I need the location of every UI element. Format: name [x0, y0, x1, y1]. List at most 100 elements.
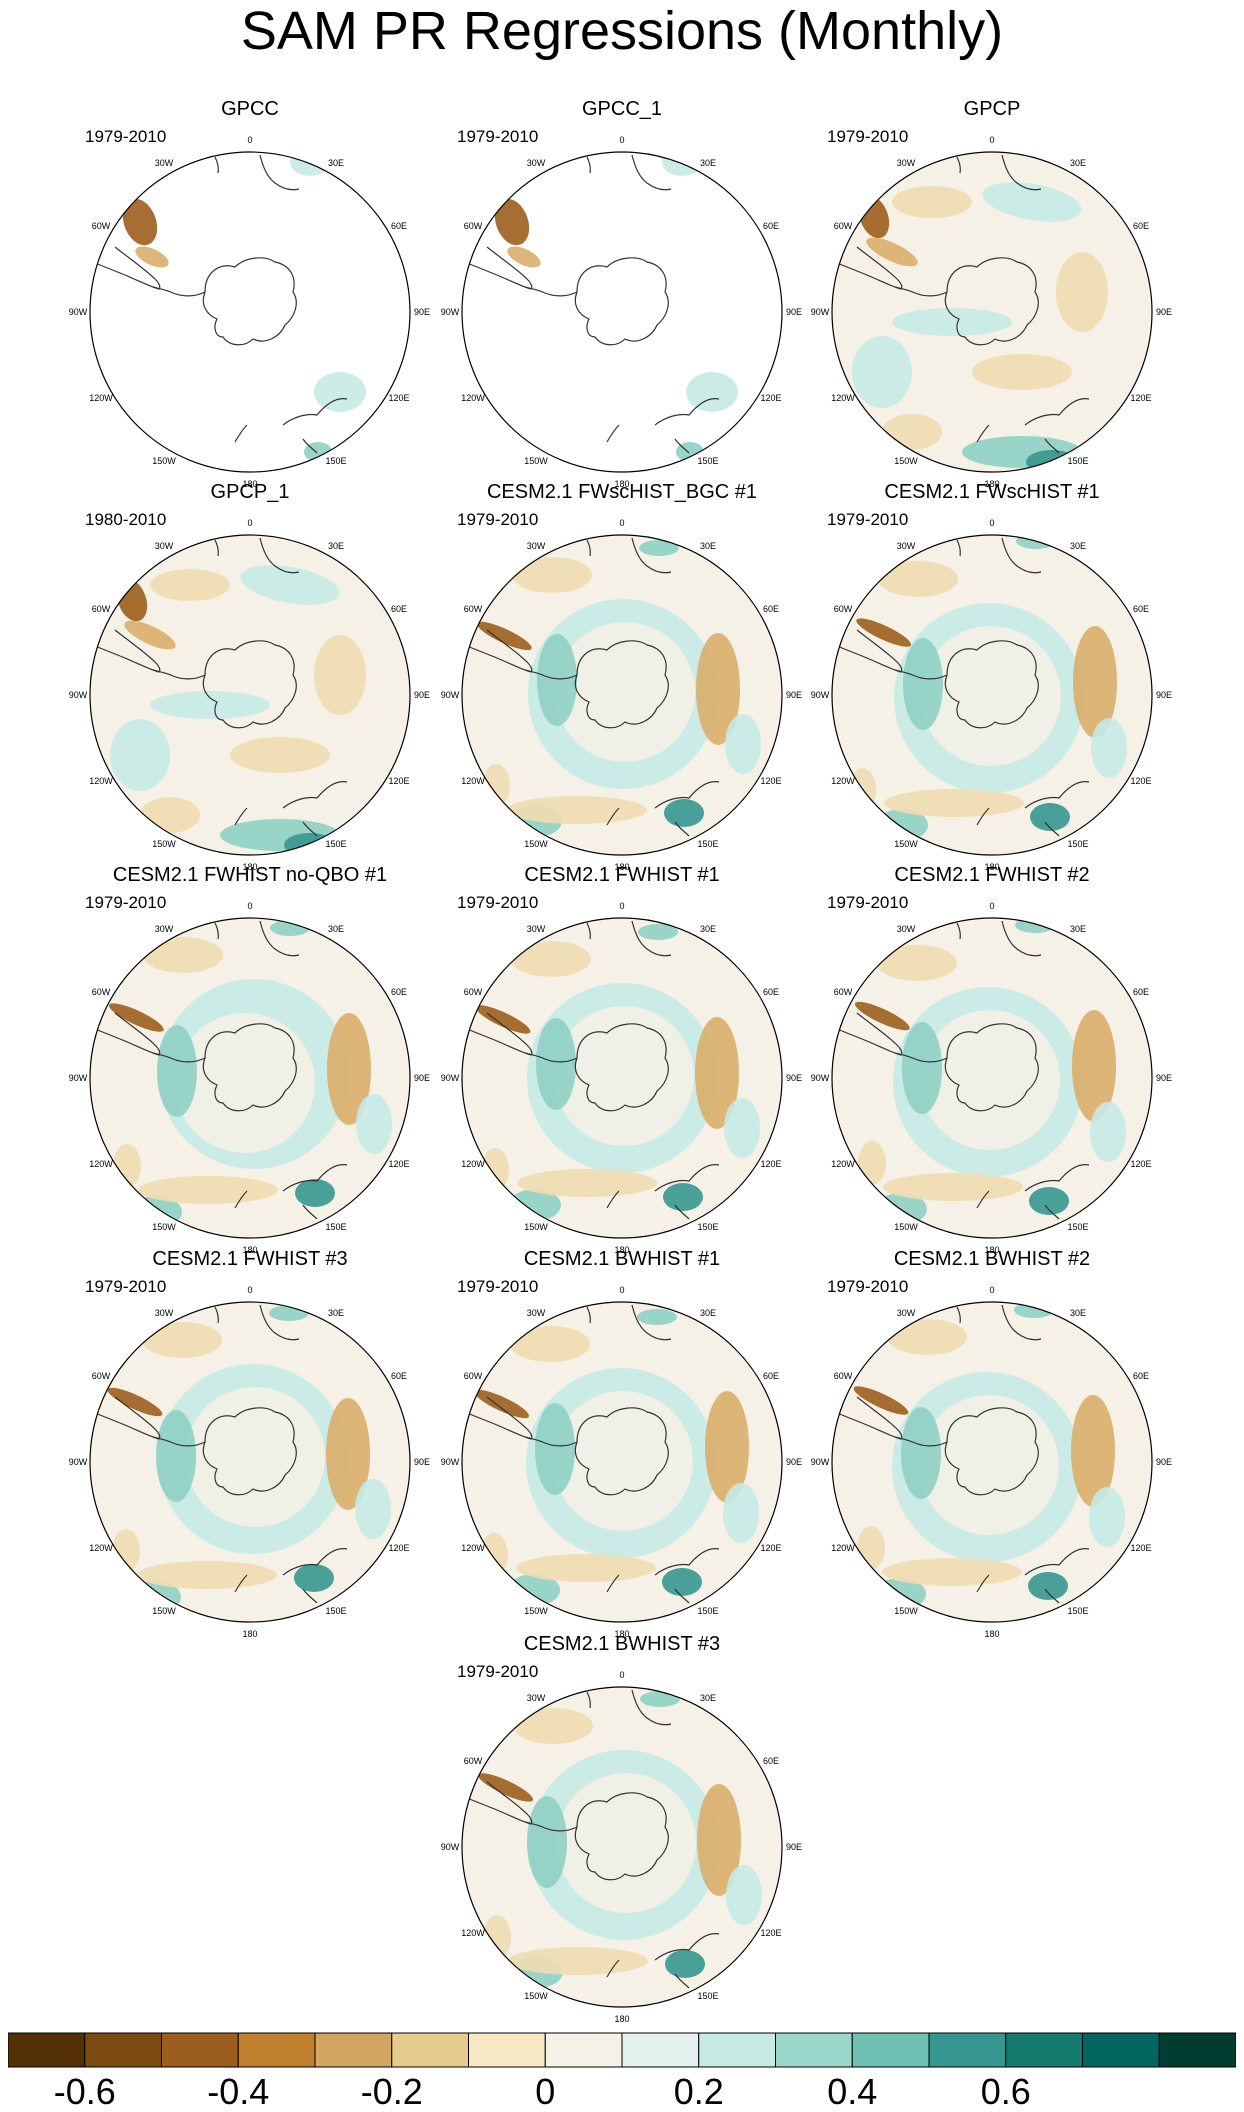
coastline — [586, 920, 672, 957]
anomaly-blob — [554, 1006, 694, 1146]
coastline — [202, 1023, 297, 1112]
map-panel: CESM2.1 FWHIST #3 0 30E 60E 90E 120E 150E 180 15… — [55, 1247, 445, 1637]
longitude-label: 60E — [763, 221, 779, 231]
panel-title: CESM2.1 BWHIST #3 — [523, 1633, 721, 1655]
longitude-label: 0 — [989, 135, 994, 145]
polar-map: 0 30E 60E 90E 120E 150E 180 150W 120W 90W 60W 30W — [69, 518, 430, 870]
longitude-label: 30W — [155, 1308, 174, 1318]
anomaly-blob — [517, 1169, 657, 1197]
longitude-label: 120E — [1130, 1159, 1151, 1169]
polar-map: 0 30E 60E 90E 120E 150E 180 150W 120W 90W 60W 30W — [69, 901, 430, 1253]
longitude-label: 120E — [388, 1159, 409, 1169]
map-boundary — [461, 917, 783, 1239]
longitude-label: 0 — [619, 518, 624, 528]
longitude-label: 0 — [619, 1670, 624, 1680]
longitude-label: 120W — [461, 776, 485, 786]
coastline — [574, 1023, 669, 1112]
anomaly-blob — [553, 1391, 693, 1531]
coastline — [214, 920, 300, 957]
coastline — [586, 154, 672, 191]
longitude-label: 30W — [527, 1308, 546, 1318]
colorbar: -0.6 -0.4 -0.2 0 0.2 0.4 0.6 — [8, 2032, 1236, 2112]
longitude-label: 60E — [391, 604, 407, 614]
map-panel: CESM2.1 FWscHIST #1 0 30E 60E 90E 120E 150E 180… — [797, 480, 1187, 870]
longitude-label: 60W — [92, 987, 111, 997]
longitude-label: 90W — [441, 1457, 460, 1467]
anomaly-blob — [122, 198, 158, 246]
longitude-label: 90W — [811, 690, 830, 700]
coastline — [836, 1396, 903, 1440]
panel-title: CESM2.1 BWHIST #2 — [893, 1248, 1091, 1270]
panel-title: CESM2.1 BWHIST #1 — [523, 1248, 721, 1270]
polar-map: 0 30E 60E 90E 120E 150E 180 150W 120W 90W 60W 30W — [441, 518, 802, 870]
coastline — [836, 629, 903, 673]
anomaly-blob — [887, 1319, 967, 1355]
anomaly-blob — [1090, 1102, 1126, 1162]
anomaly-blob — [662, 152, 702, 176]
anomaly-blob — [476, 621, 532, 651]
anomaly-blob — [535, 1403, 575, 1495]
longitude-label: 120W — [831, 1543, 855, 1553]
anomaly-blob — [150, 691, 270, 719]
panel-period: 1979-2010 — [457, 1662, 539, 1681]
longitude-label: 150W — [152, 839, 176, 849]
coastline — [654, 1548, 720, 1604]
anomaly-blob — [892, 308, 1012, 336]
panel-title: GPCC — [221, 98, 279, 120]
coastline — [282, 1164, 348, 1220]
longitude-label: 90W — [69, 307, 88, 317]
longitude-label: 60E — [1133, 987, 1149, 997]
anomaly-blob — [536, 1018, 576, 1110]
anomaly-blob — [355, 1479, 391, 1539]
anomaly-blob — [892, 186, 972, 218]
longitude-label: 150E — [697, 1606, 718, 1616]
coastline — [1024, 1164, 1090, 1220]
colorbar-swatch — [928, 2032, 1007, 2068]
colorbar-swatch — [468, 2032, 546, 2068]
colorbar-swatch — [544, 2032, 623, 2068]
anomaly-blob — [724, 1098, 760, 1158]
colorbar-swatch — [698, 2032, 776, 2068]
longitude-label: 0 — [247, 901, 252, 911]
longitude-label: 90W — [441, 1842, 460, 1852]
longitude-label: 30E — [700, 924, 716, 934]
coastline — [956, 537, 1042, 574]
panel-period: 1979-2010 — [457, 893, 539, 912]
coastline — [976, 424, 990, 443]
longitude-label: 90E — [786, 690, 802, 700]
coastline — [466, 1396, 533, 1440]
anomaly-blob — [230, 737, 330, 773]
longitude-label: 180 — [984, 1629, 999, 1637]
longitude-label: 60W — [92, 1371, 111, 1381]
anomaly-blob — [856, 618, 911, 647]
map-boundary — [831, 1301, 1153, 1623]
longitude-label: 30W — [527, 1693, 546, 1703]
longitude-label: 180 — [242, 862, 257, 870]
coastline — [282, 1548, 348, 1604]
coastline — [654, 1933, 720, 1989]
colorbar-swatch — [161, 2032, 239, 2068]
anomaly-blob — [901, 1407, 941, 1499]
longitude-label: 30E — [700, 158, 716, 168]
longitude-label: 120W — [831, 776, 855, 786]
longitude-label: 120W — [461, 1928, 485, 1938]
map-boundary — [89, 1301, 411, 1623]
coastline — [202, 1407, 297, 1496]
anomaly-blob — [135, 246, 169, 268]
panel-title: GPCC_1 — [581, 98, 663, 120]
anomaly-blob — [314, 372, 366, 412]
anomaly-blob — [314, 635, 366, 715]
longitude-label: 120W — [831, 1159, 855, 1169]
anomaly-blob — [482, 764, 510, 808]
anomaly-blob — [511, 941, 591, 977]
coastline — [606, 807, 620, 826]
anomaly-blob — [696, 633, 740, 745]
longitude-label: 60E — [763, 1756, 779, 1766]
coastline — [234, 1190, 248, 1209]
colorbar-swatch — [1005, 2032, 1083, 2068]
panel-period: 1980-2010 — [85, 510, 167, 529]
panel-title: CESM2.1 FWHIST no-QBO #1 — [112, 864, 388, 886]
colorbar-tick-label: -0.6 — [53, 2071, 116, 2112]
longitude-label: 120E — [388, 776, 409, 786]
colorbar-tick-label: 0 — [535, 2071, 556, 2112]
